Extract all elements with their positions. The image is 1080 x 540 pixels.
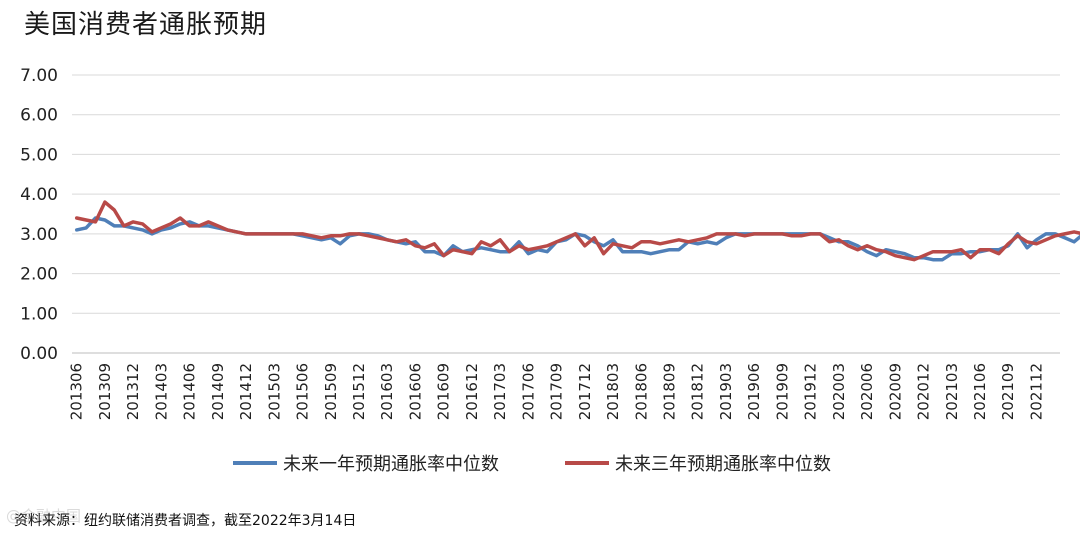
x-tick-label: 201609 — [435, 363, 453, 420]
x-axis-ticks: 201306 201309 201312 201403 201406 201409 2014… — [68, 363, 1046, 420]
y-tick-label: 4.00 — [20, 185, 58, 205]
x-tick-label: 201812 — [689, 363, 707, 420]
x-tick-label: 202006 — [858, 363, 876, 420]
x-tick-label: 201312 — [124, 363, 142, 420]
x-tick-label: 201612 — [463, 363, 481, 420]
series-lines — [74, 200, 1080, 262]
y-tick-label: 7.00 — [20, 66, 58, 86]
x-tick-label: 201903 — [717, 363, 735, 420]
x-tick-label: 201603 — [378, 363, 396, 420]
x-tick-label: 201509 — [322, 363, 340, 420]
x-tick-label: 201503 — [265, 363, 283, 420]
x-tick-label: 201703 — [491, 363, 509, 420]
watermark: @金融中国 — [6, 507, 82, 525]
x-tick-label: 202112 — [1027, 363, 1045, 420]
y-tick-label: 5.00 — [20, 145, 58, 165]
x-tick-label: 202003 — [830, 363, 848, 420]
x-tick-label: 201906 — [745, 363, 763, 420]
y-tick-label: 0.00 — [20, 344, 58, 364]
x-tick-label: 201909 — [773, 363, 791, 420]
y-tick-label: 1.00 — [20, 304, 58, 324]
x-tick-label: 202109 — [999, 363, 1017, 420]
x-tick-label: 201709 — [548, 363, 566, 420]
legend-label: 未来一年预期通胀率中位数 — [283, 454, 499, 475]
x-tick-label: 201406 — [181, 363, 199, 420]
grid-lines — [72, 74, 1060, 354]
x-tick-label: 201309 — [96, 363, 114, 420]
x-tick-label: 201606 — [406, 363, 424, 420]
series-line-2 — [74, 200, 1080, 262]
x-tick-label: 201706 — [519, 363, 537, 420]
x-tick-label: 201712 — [576, 363, 594, 420]
x-tick-label: 201506 — [294, 363, 312, 420]
x-tick-label: 201803 — [604, 363, 622, 420]
x-tick-label: 201806 — [632, 363, 650, 420]
legend-label: 未来三年预期通胀率中位数 — [615, 454, 831, 475]
x-tick-label: 201912 — [802, 363, 820, 420]
x-tick-label: 202106 — [971, 363, 989, 420]
source-note: 资料来源：纽约联储消费者调查，截至2022年3月14日 — [14, 513, 357, 529]
y-axis-ticks: 0.00 1.00 2.00 3.00 4.00 5.00 6.00 7.00 — [20, 66, 58, 364]
x-tick-label: 201306 — [68, 363, 86, 420]
x-tick-label: 201512 — [350, 363, 368, 420]
x-tick-label: 201409 — [209, 363, 227, 420]
y-tick-label: 6.00 — [20, 106, 58, 126]
x-tick-label: 201412 — [237, 363, 255, 420]
legend: 未来一年预期通胀率中位数 未来三年预期通胀率中位数 — [233, 454, 831, 475]
y-tick-label: 2.00 — [20, 265, 58, 285]
x-tick-label: 201809 — [661, 363, 679, 420]
x-tick-label: 201403 — [152, 363, 170, 420]
chart-title: 美国消费者通胀预期 — [24, 10, 268, 40]
x-tick-label: 202009 — [886, 363, 904, 420]
x-tick-label: 202012 — [915, 363, 933, 420]
y-tick-label: 3.00 — [20, 225, 58, 245]
x-tick-label: 202103 — [943, 363, 961, 420]
